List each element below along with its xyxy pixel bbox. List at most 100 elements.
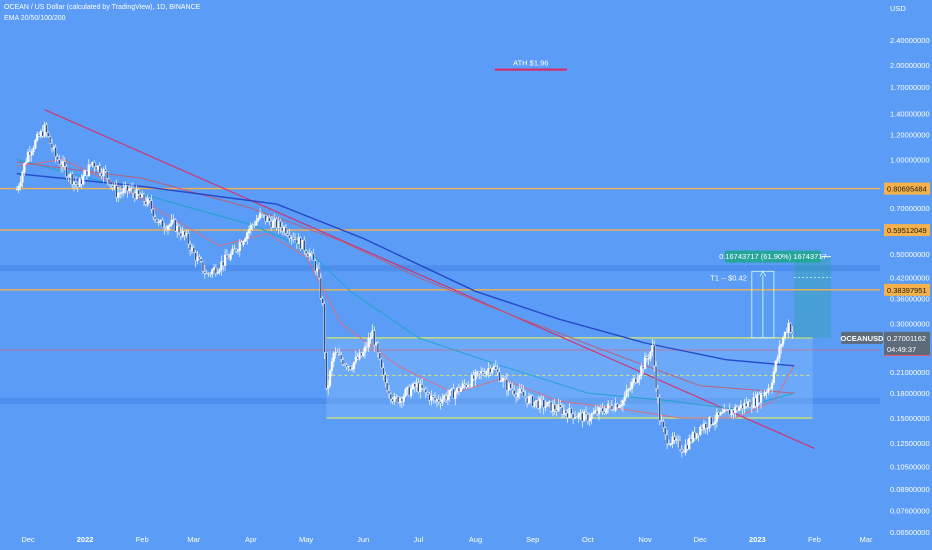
candle-body [553, 404, 556, 410]
x-tick-label: 2022 [77, 535, 94, 544]
candle-body [544, 405, 547, 408]
candle-body [282, 226, 286, 232]
candle-body [211, 269, 214, 275]
candle-body [487, 368, 490, 372]
candle-body [404, 389, 407, 397]
symbol-title: OCEAN / US Dollar (calculated by Trading… [4, 4, 201, 11]
price-tag-label: 0.38397951 [887, 286, 927, 295]
candle-body [275, 218, 278, 229]
candle-body [522, 391, 525, 397]
candle-body [107, 178, 111, 186]
candle-body [203, 271, 206, 274]
candle-body [686, 444, 689, 450]
candle-body [791, 332, 794, 335]
candle-body [314, 260, 317, 272]
candle-body [37, 134, 41, 137]
candle-body [258, 212, 262, 219]
candle-body [610, 405, 613, 410]
candle-body [572, 413, 575, 419]
candle-body [188, 243, 192, 251]
candle-body [305, 250, 308, 255]
candle-body [100, 172, 103, 177]
candle-body [712, 423, 715, 425]
candle-body [63, 161, 66, 167]
candle-body [759, 393, 763, 403]
candle-body [159, 220, 162, 223]
candle-body [98, 165, 101, 174]
candle-body [214, 267, 217, 274]
y-tick-label: 0.12500000 [890, 439, 930, 448]
candle-body [726, 409, 729, 411]
candle-body [69, 173, 72, 178]
candle-body [351, 368, 354, 370]
candle-body [783, 331, 787, 339]
candle-body [426, 392, 429, 395]
candle-body [564, 410, 567, 414]
candle-body [658, 397, 661, 421]
candle-body [49, 136, 52, 144]
candle-body [481, 371, 485, 375]
candle-body [750, 407, 753, 409]
candle-body [225, 254, 229, 259]
candle-body [656, 388, 659, 398]
x-tick-label: Feb [808, 535, 821, 544]
candle-body [152, 208, 155, 218]
y-tick-label: 2.40000000 [890, 36, 930, 45]
candle-body [270, 221, 273, 228]
candle-body [511, 388, 514, 391]
candle-body [343, 364, 346, 366]
candle-body [596, 410, 599, 415]
candle-body [378, 352, 381, 360]
indicator-legend[interactable]: EMA 20/50/100/200 [4, 15, 66, 22]
candle-body [71, 173, 74, 185]
candle-body [284, 226, 287, 234]
candle-body [664, 427, 667, 436]
candle-body [699, 427, 702, 436]
y-tick-label: 0.06500000 [890, 528, 930, 537]
candle-body [153, 216, 157, 220]
candle-body [150, 200, 153, 210]
time-axis[interactable]: Dec 2022 Feb Mar Apr May Jun Jul Aug Sep Oct Nov Dec… [21, 535, 873, 544]
candle-body [643, 356, 647, 370]
x-tick-label: Mar [860, 535, 873, 544]
candle-body [26, 151, 30, 163]
candle-body [183, 231, 186, 236]
candle-body [142, 193, 146, 202]
candle-body [649, 351, 652, 359]
candle-body [621, 400, 624, 406]
candle-body [321, 298, 324, 304]
candle-body [200, 258, 203, 262]
candle-body [747, 401, 750, 407]
candle-body [87, 164, 90, 177]
candle-body [566, 412, 569, 418]
candle-body [527, 396, 531, 404]
candle-body [135, 189, 138, 199]
candle-body [489, 368, 492, 373]
candle-body [380, 358, 383, 369]
candle-body [516, 392, 520, 398]
candle-body [695, 433, 698, 439]
price-tag-bg [884, 182, 930, 195]
candle-body [518, 389, 521, 394]
x-tick-label: May [299, 535, 313, 544]
candle-body [479, 371, 483, 374]
trend-line [44, 109, 815, 449]
candle-body [91, 162, 94, 166]
candle-body [118, 192, 122, 194]
candle-body [141, 193, 144, 198]
candle-body [85, 170, 89, 177]
candle-body [433, 397, 437, 402]
candle-body [192, 247, 195, 253]
candle-body [76, 184, 79, 187]
candle-body [597, 407, 601, 415]
y-tick-label: 1.40000000 [890, 109, 930, 118]
candle-body [83, 170, 87, 176]
candle-body [411, 383, 415, 389]
candle-body [130, 188, 133, 190]
candle-layer [15, 121, 794, 458]
candle-body [428, 393, 431, 401]
price-axis[interactable]: USD 2.40000000 2.00000000 1.70000000 1.40000… [890, 4, 930, 537]
candle-body [422, 388, 426, 390]
candle-body [710, 416, 713, 425]
